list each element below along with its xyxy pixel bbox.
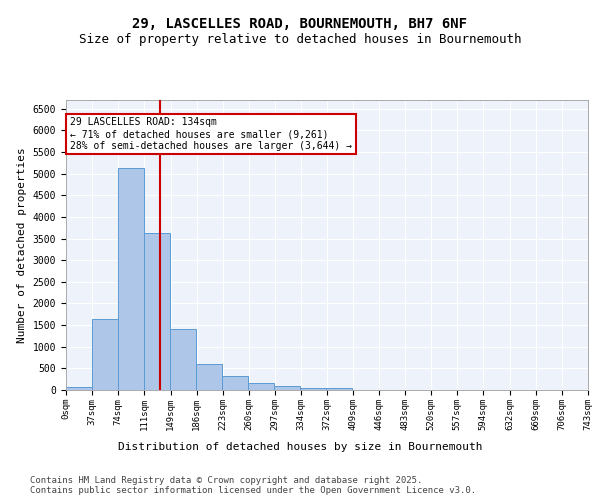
- Bar: [92, 319, 118, 390]
- Text: 29 LASCELLES ROAD: 134sqm
← 71% of detached houses are smaller (9,261)
28% of se: 29 LASCELLES ROAD: 134sqm ← 71% of detac…: [70, 118, 352, 150]
- Bar: [66, 387, 92, 390]
- Y-axis label: Number of detached properties: Number of detached properties: [17, 147, 27, 343]
- Text: Size of property relative to detached houses in Bournemouth: Size of property relative to detached ho…: [79, 32, 521, 46]
- Text: Contains HM Land Registry data © Crown copyright and database right 2025.
Contai: Contains HM Land Registry data © Crown c…: [30, 476, 476, 495]
- Text: 29, LASCELLES ROAD, BOURNEMOUTH, BH7 6NF: 29, LASCELLES ROAD, BOURNEMOUTH, BH7 6NF: [133, 18, 467, 32]
- Bar: [326, 388, 352, 390]
- Bar: [144, 233, 170, 390]
- Bar: [248, 384, 274, 390]
- Bar: [118, 168, 144, 390]
- Bar: [222, 376, 248, 390]
- Text: Distribution of detached houses by size in Bournemouth: Distribution of detached houses by size …: [118, 442, 482, 452]
- Bar: [274, 386, 300, 390]
- Bar: [196, 364, 222, 390]
- Bar: [300, 388, 326, 390]
- Bar: [170, 328, 196, 390]
